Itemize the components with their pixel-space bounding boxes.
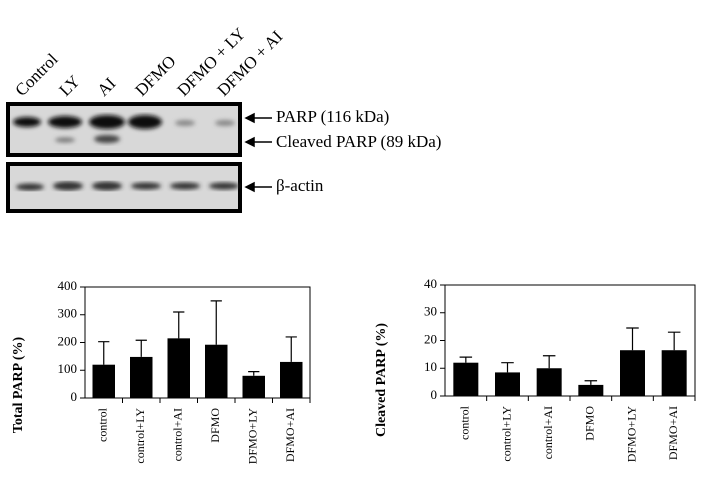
y-tick-label: 40 bbox=[424, 276, 437, 291]
y-tick-label: 0 bbox=[71, 389, 78, 404]
blot-parp bbox=[6, 102, 242, 157]
y-tick-label: 30 bbox=[424, 304, 437, 319]
error-bar bbox=[501, 362, 514, 373]
bar bbox=[92, 364, 115, 398]
lane-label: DFMO bbox=[131, 52, 179, 100]
error-bar bbox=[584, 380, 598, 385]
lane-label: Control bbox=[11, 49, 61, 99]
bar bbox=[242, 375, 265, 398]
y-tick-label: 0 bbox=[431, 387, 438, 402]
blot-label: Cleaved PARP (89 kDa) bbox=[276, 132, 441, 151]
y-tick-label: 300 bbox=[58, 306, 78, 321]
y-tick-label: 100 bbox=[58, 361, 78, 376]
error-bar bbox=[135, 339, 147, 357]
plot-frame bbox=[84, 286, 311, 399]
bar bbox=[453, 362, 479, 396]
x-tick-label: control bbox=[96, 407, 110, 442]
error-bar bbox=[667, 331, 681, 351]
blot-arrows bbox=[244, 112, 272, 193]
error-bar bbox=[459, 356, 473, 363]
y-tick-label: 10 bbox=[424, 359, 437, 374]
x-tick-label: DFMO+AI bbox=[666, 406, 680, 460]
error-bar bbox=[285, 336, 297, 362]
bar bbox=[495, 372, 520, 396]
bar bbox=[130, 356, 153, 398]
error-bar bbox=[98, 341, 110, 365]
y-tick-label: 400 bbox=[58, 278, 78, 293]
blot-actin bbox=[6, 162, 242, 213]
x-tick-label: control+LY bbox=[133, 408, 147, 464]
x-tick-label: DFMO+LY bbox=[246, 408, 260, 465]
lane-labels: Control LY AI DFMO DFMO + LY DFMO + AI bbox=[11, 24, 286, 100]
lane-label: LY bbox=[55, 72, 83, 100]
bar bbox=[536, 368, 562, 396]
bar bbox=[205, 344, 228, 398]
x-tick-label: control+LY bbox=[499, 406, 513, 462]
x-tick-label: DFMO bbox=[583, 406, 597, 441]
error-bar bbox=[248, 371, 260, 376]
error-bar bbox=[626, 327, 639, 351]
x-tick-label: control+AI bbox=[541, 406, 555, 459]
y-tick-label: 20 bbox=[424, 331, 437, 346]
bar bbox=[620, 350, 645, 396]
bar bbox=[661, 350, 687, 396]
blot-label: PARP (116 kDa) bbox=[276, 107, 389, 126]
x-tick-label: DFMO+LY bbox=[624, 406, 638, 463]
x-tick-label: control bbox=[458, 405, 472, 440]
x-tick-label: DFMO+AI bbox=[283, 408, 297, 462]
y-axis-title: Total PARP (%) bbox=[11, 336, 26, 433]
bar bbox=[578, 384, 604, 396]
x-tick-label: control+AI bbox=[171, 408, 185, 461]
plot-frame bbox=[444, 284, 696, 397]
bar bbox=[167, 338, 190, 398]
bar bbox=[280, 361, 303, 398]
error-bar bbox=[210, 300, 222, 345]
x-tick-label: DFMO bbox=[208, 408, 222, 443]
blot-label: β-actin bbox=[276, 176, 324, 195]
error-bar bbox=[173, 311, 185, 339]
y-axis-title: Cleaved PARP (%) bbox=[374, 323, 389, 437]
lane-label: AI bbox=[93, 73, 119, 99]
y-tick-label: 200 bbox=[58, 333, 78, 348]
error-bar bbox=[542, 355, 556, 369]
